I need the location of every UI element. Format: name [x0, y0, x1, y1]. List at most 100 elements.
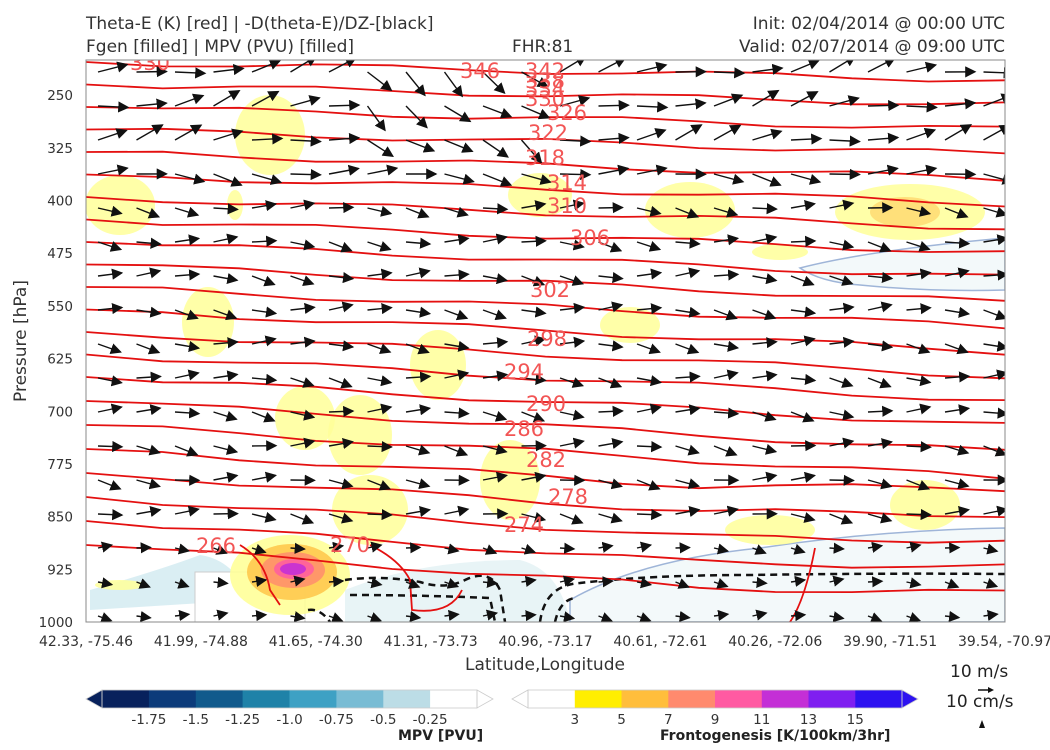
wind-vector — [983, 578, 999, 589]
wind-vector — [829, 474, 855, 486]
wind-vector — [675, 444, 700, 456]
wind-vector — [598, 301, 624, 313]
wind-vector — [867, 612, 883, 622]
wind-vector — [906, 403, 932, 415]
wind-vector — [790, 610, 807, 622]
wind-vector — [290, 302, 316, 314]
wind-vector — [290, 239, 316, 251]
colorbar-area: -1.75 -1.5 -1.25 -1.0 -0.75 -0.5 -0.25 3 5 7 9 11 1… — [85, 689, 919, 728]
wind-vector — [174, 407, 201, 419]
wind-vector — [367, 268, 393, 280]
wind-vector — [598, 99, 630, 112]
wind-vector — [521, 71, 549, 88]
wind-vector — [367, 375, 393, 387]
wind-vector — [829, 575, 845, 587]
wind-vector — [675, 478, 701, 490]
wind-vector — [906, 577, 922, 589]
wind-vector — [906, 101, 938, 113]
wind-vector — [636, 577, 653, 589]
wind-vector — [482, 233, 508, 245]
fgen-blob — [870, 197, 940, 227]
wind-vector — [328, 132, 361, 145]
fgen-blob — [332, 475, 408, 545]
wind-vector — [174, 369, 200, 381]
wind-vector — [213, 64, 245, 76]
wind-vector — [675, 237, 701, 249]
wind-vector — [829, 95, 860, 107]
wind-vector — [367, 241, 392, 252]
theta-e-label: 302 — [530, 278, 570, 302]
x-tick-label: 41.99, -74.88 — [154, 634, 248, 650]
wind-vector — [521, 335, 547, 347]
wind-vector — [559, 168, 592, 181]
wind-vector — [752, 89, 780, 107]
wind-vector — [367, 205, 393, 217]
wind-vector — [713, 67, 746, 79]
theta-e-label: 270 — [330, 533, 370, 557]
wind-vector — [521, 306, 547, 318]
x-tick-label: 39.54, -70.97 — [958, 634, 1050, 650]
theta-e-label: 326 — [547, 101, 587, 125]
wind-vector — [174, 309, 199, 321]
wind-vector — [675, 404, 701, 416]
colorbar-segment — [808, 690, 856, 708]
wind-vector — [251, 511, 277, 523]
wind-vector — [636, 205, 662, 217]
wind-vector — [944, 124, 973, 141]
wind-vector — [251, 335, 277, 347]
wind-vector — [752, 443, 778, 455]
wind-vector — [636, 101, 669, 113]
fgen-blob — [328, 395, 392, 475]
wind-vector — [405, 444, 431, 456]
y-tick-label: 625 — [47, 352, 73, 368]
wind-vector — [752, 370, 778, 382]
fgen-blob — [752, 244, 808, 260]
wind-vector — [213, 337, 239, 349]
wind-vector — [136, 237, 162, 249]
wind-vector — [174, 93, 205, 107]
wind-vector — [213, 128, 244, 141]
wind-vector — [405, 306, 432, 318]
wind-vector — [598, 241, 623, 253]
wind-vector — [906, 508, 932, 521]
wind-vector — [328, 301, 354, 313]
wind-vector — [213, 544, 228, 555]
wind-vector — [906, 343, 931, 355]
wind-vector — [521, 411, 546, 423]
theta-e-contour — [369, 544, 463, 612]
wind-vector — [251, 373, 278, 385]
wind-vector — [213, 444, 239, 455]
wind-vector — [213, 89, 241, 107]
theta-e-label: 322 — [528, 121, 568, 145]
colorbar-tick-label: -0.75 — [319, 712, 354, 728]
wind-vector — [290, 542, 306, 554]
wind-vector — [251, 173, 283, 185]
wind-vector — [983, 309, 1005, 321]
wind-vector — [444, 609, 460, 622]
wind-vector — [136, 66, 168, 78]
wind-vector — [290, 409, 316, 421]
wind-vector — [675, 306, 701, 318]
wind-vector — [444, 543, 460, 555]
wind-vector — [636, 61, 668, 73]
wind-vector — [559, 95, 591, 107]
wind-vector — [405, 207, 430, 219]
wind-vector — [598, 405, 624, 417]
wind-vector — [944, 306, 971, 318]
wind-vector — [174, 505, 200, 517]
fgen-blob — [890, 480, 960, 530]
wind-vector — [675, 98, 707, 110]
wind-vector — [559, 611, 576, 622]
wind-vector — [867, 438, 893, 450]
colorbar-tick-label: 7 — [664, 712, 673, 728]
wind-vector — [598, 132, 630, 144]
wind-vector — [906, 541, 922, 553]
wind-vector — [752, 203, 778, 215]
wind-vector — [482, 337, 509, 349]
wind-vector — [598, 612, 613, 622]
wind-vector — [136, 371, 162, 383]
theta-e-contour — [86, 241, 1005, 276]
wind-vector — [444, 206, 469, 218]
wind-vector — [328, 405, 355, 418]
wind-vector — [559, 199, 585, 211]
